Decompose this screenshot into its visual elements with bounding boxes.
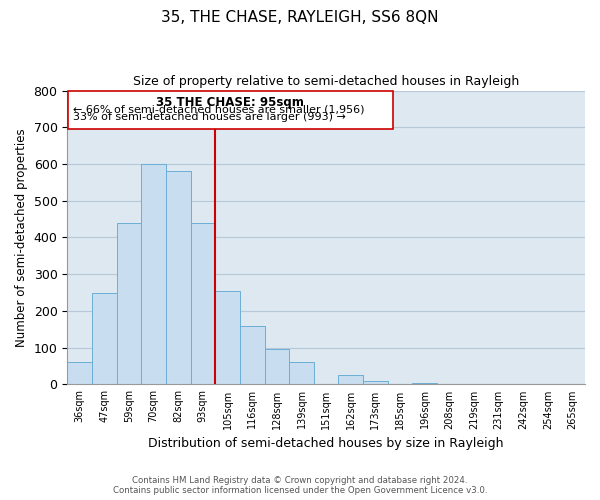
Bar	[116, 223, 141, 384]
Bar	[67, 362, 92, 384]
Bar	[338, 375, 363, 384]
Bar	[92, 292, 116, 384]
Text: 33% of semi-detached houses are larger (993) →: 33% of semi-detached houses are larger (…	[73, 112, 346, 122]
Bar	[68, 90, 393, 129]
Text: ← 66% of semi-detached houses are smaller (1,956): ← 66% of semi-detached houses are smalle…	[73, 104, 364, 115]
Bar	[166, 172, 191, 384]
Text: 35, THE CHASE, RAYLEIGH, SS6 8QN: 35, THE CHASE, RAYLEIGH, SS6 8QN	[161, 10, 439, 25]
Title: Size of property relative to semi-detached houses in Rayleigh: Size of property relative to semi-detach…	[133, 75, 519, 88]
Bar	[363, 381, 388, 384]
Bar	[265, 349, 289, 384]
Text: 35 THE CHASE: 95sqm: 35 THE CHASE: 95sqm	[156, 96, 304, 109]
Y-axis label: Number of semi-detached properties: Number of semi-detached properties	[15, 128, 28, 347]
Bar	[240, 326, 265, 384]
Bar	[412, 382, 437, 384]
Bar	[289, 362, 314, 384]
X-axis label: Distribution of semi-detached houses by size in Rayleigh: Distribution of semi-detached houses by …	[148, 437, 504, 450]
Bar	[141, 164, 166, 384]
Bar	[191, 223, 215, 384]
Text: Contains HM Land Registry data © Crown copyright and database right 2024.
Contai: Contains HM Land Registry data © Crown c…	[113, 476, 487, 495]
Bar	[215, 291, 240, 384]
